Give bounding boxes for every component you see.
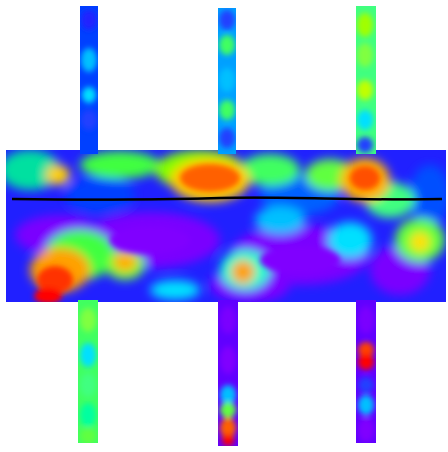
strip-top-2 [218, 8, 236, 154]
strip-bottom-3 [356, 300, 376, 443]
strip-top-3 [356, 6, 376, 154]
strip-bottom-2 [218, 300, 238, 446]
strip-top-1 [80, 6, 98, 154]
horizontal-band [6, 150, 446, 302]
strip-bottom-1 [78, 300, 98, 443]
profile-line [11, 196, 443, 201]
